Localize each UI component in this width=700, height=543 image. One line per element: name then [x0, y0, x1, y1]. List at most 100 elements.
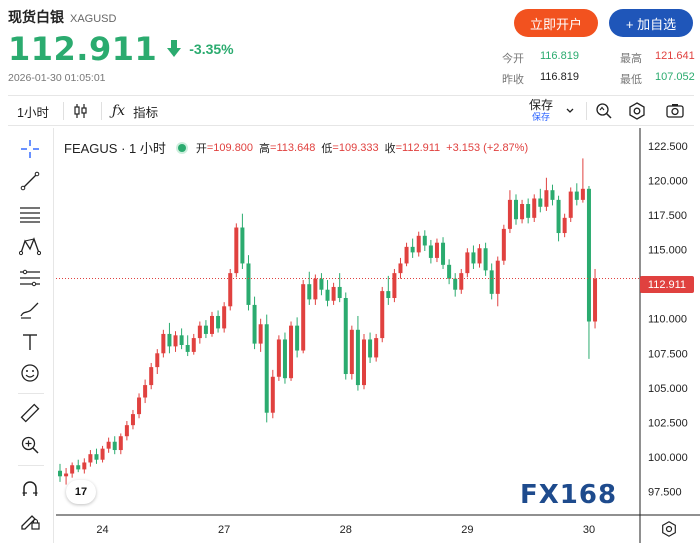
quote-header: 现货白银 XAGUSD 112.911 -3.35% 2026-01-30 01… [0, 0, 700, 90]
candle-body [586, 188, 591, 322]
candle [325, 280, 330, 307]
candle-body [489, 270, 494, 294]
candles-icon[interactable] [72, 96, 90, 126]
stat-open-label: 今开 [502, 53, 524, 65]
candle [471, 245, 476, 269]
open-account-button[interactable]: 立即开户 [514, 9, 598, 37]
candle [100, 445, 105, 463]
camera-icon[interactable] [664, 96, 686, 126]
candle [368, 332, 373, 363]
candle [197, 321, 202, 344]
horizontal-lines-icon[interactable] [17, 201, 43, 227]
candle [143, 379, 148, 404]
candle-body [495, 260, 500, 294]
candle-body [301, 284, 306, 351]
crosshair-icon[interactable] [17, 136, 43, 162]
magnet-icon[interactable] [17, 476, 43, 502]
legend-symbol: FEAGUS · 1 小时 [64, 141, 166, 156]
candle-body [544, 190, 549, 207]
candle [167, 322, 172, 354]
brush-icon[interactable] [17, 297, 43, 323]
candle [240, 213, 245, 269]
price-chart[interactable]: 122.500120.000117.500115.000112.500110.0… [56, 128, 700, 543]
candle [544, 177, 549, 211]
pattern-icon[interactable] [17, 233, 43, 259]
candle-body [191, 338, 196, 352]
candle-body [447, 264, 452, 279]
ruler-icon[interactable] [17, 400, 43, 426]
candle-body [532, 198, 537, 218]
candle-body [593, 278, 598, 322]
candle-body [368, 339, 373, 358]
legend-low-label: 低 [321, 142, 333, 155]
candle-body [331, 286, 336, 301]
stat-high-label: 最高 [620, 53, 642, 65]
drawing-toolbar [8, 128, 54, 543]
zoom-in-icon[interactable] [17, 432, 43, 458]
candle [550, 184, 555, 206]
candle [428, 239, 433, 264]
candle [362, 333, 366, 390]
candle-body [422, 235, 427, 246]
candle [477, 244, 482, 268]
chevron-down-icon[interactable] [563, 96, 577, 126]
candle-body [380, 291, 385, 339]
add-watchlist-button[interactable]: + 加自选 [609, 9, 693, 37]
candle-body [319, 278, 324, 290]
instrument-symbol: XAGUSD [70, 13, 117, 25]
candle-body [118, 436, 123, 451]
candle [76, 459, 81, 473]
candle [495, 256, 500, 307]
candle [264, 314, 269, 423]
lock-pencil-icon[interactable] [17, 508, 43, 534]
interval-button[interactable]: 1小时 [17, 105, 49, 120]
candle-body [343, 298, 348, 375]
candle [185, 335, 190, 357]
y-tick-label: 107.500 [648, 348, 688, 360]
candle-body [289, 325, 294, 379]
candle [58, 463, 62, 482]
candle-body [568, 191, 573, 218]
candle [410, 238, 415, 258]
candle [282, 332, 287, 384]
save-label: 保存 [528, 98, 553, 112]
save-button[interactable]: 保存 保存 [516, 98, 566, 122]
y-tick-label: 110.000 [648, 314, 687, 326]
candle [447, 259, 452, 285]
candle [526, 198, 531, 224]
candle [137, 393, 142, 419]
magic-icon[interactable] [594, 96, 614, 126]
candle-body [222, 306, 227, 329]
fib-icon[interactable] [17, 265, 43, 291]
candle-body [58, 470, 62, 477]
candle [386, 275, 391, 305]
stat-open: 今开 [502, 50, 524, 66]
candle-body [70, 465, 75, 474]
emoji-icon[interactable] [17, 360, 43, 386]
candle [234, 223, 239, 278]
candle [434, 238, 439, 263]
candle [94, 448, 99, 464]
y-axis: 122.500120.000117.500115.000112.500110.0… [639, 128, 688, 543]
candle-body [392, 273, 397, 299]
candle [173, 331, 178, 352]
candle-body [155, 353, 160, 368]
ohlc-legend: FEAGUS · 1 小时 开 =109.800 高 =113.648 低 =1… [64, 138, 534, 157]
candle-body [362, 339, 366, 386]
indicators-button[interactable]: ƒx 指标 [112, 96, 158, 126]
trend-line-icon[interactable] [17, 168, 43, 194]
candle [258, 318, 263, 352]
tool-divider [18, 393, 44, 394]
candle [507, 190, 512, 234]
candle [307, 271, 312, 305]
y-tick-label: 105.000 [648, 383, 688, 395]
chart-settings-icon[interactable] [660, 520, 678, 538]
candle-body [453, 278, 458, 290]
candle [313, 274, 318, 305]
candle-body [325, 289, 330, 301]
text-icon[interactable] [17, 329, 43, 355]
candle-body [228, 273, 233, 307]
candle [568, 187, 573, 222]
tradingview-logo[interactable]: 17 [66, 480, 96, 504]
hexagon-settings-icon[interactable] [626, 96, 648, 126]
